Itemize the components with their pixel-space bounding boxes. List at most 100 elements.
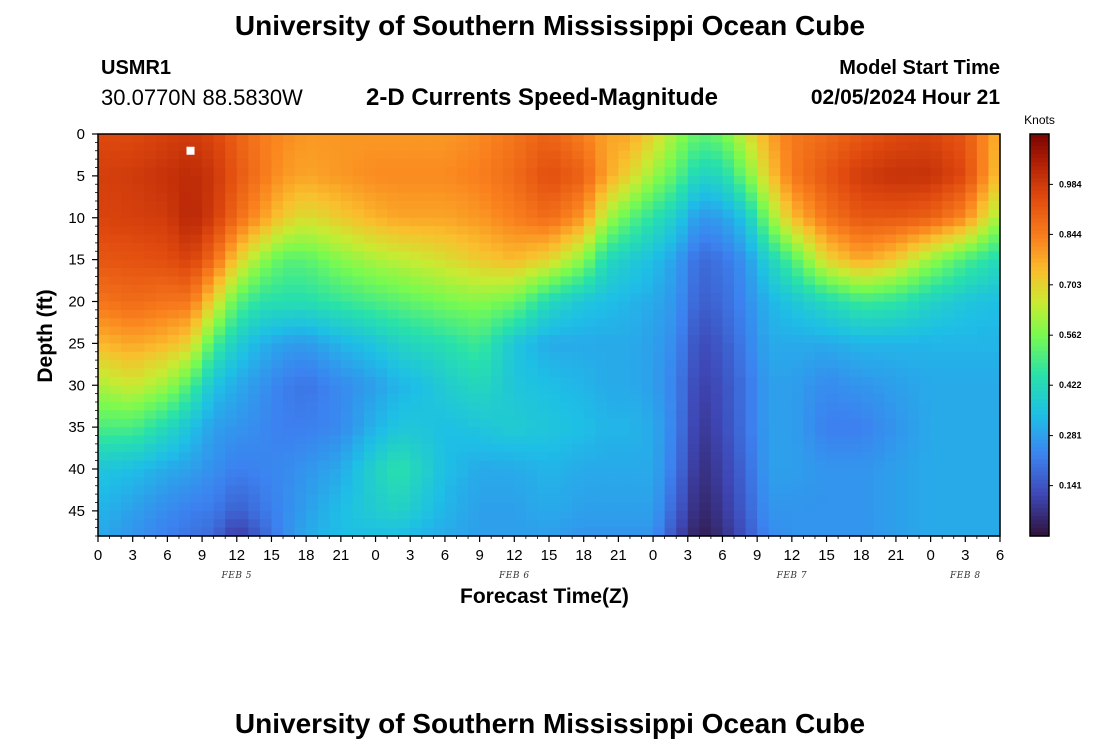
heatmap-cell <box>98 242 111 252</box>
heatmap-cell <box>190 201 203 210</box>
heatmap-cell <box>687 159 700 169</box>
heatmap-cell <box>155 251 168 261</box>
heatmap-cell <box>595 519 608 529</box>
heatmap-cell <box>167 142 180 152</box>
heatmap-cell <box>271 175 284 185</box>
heatmap-cell <box>410 251 423 261</box>
heatmap-cell <box>537 351 550 361</box>
heatmap-cell <box>202 485 215 495</box>
heatmap-cell <box>479 460 492 470</box>
heatmap-cell <box>722 502 735 512</box>
heatmap-cell <box>780 410 793 420</box>
heatmap-cell <box>549 527 562 537</box>
heatmap-cell <box>225 259 238 269</box>
heatmap-cell <box>664 510 677 520</box>
heatmap-cell <box>653 343 666 353</box>
heatmap-cell <box>919 427 932 437</box>
heatmap-cell <box>306 251 319 261</box>
heatmap-cell <box>167 184 180 194</box>
heatmap-cell <box>132 234 145 244</box>
heatmap-cell <box>468 443 481 453</box>
heatmap-cell <box>537 242 550 252</box>
heatmap-cell <box>317 469 330 478</box>
x-tick-label: 12 <box>228 547 245 564</box>
heatmap-cell <box>236 494 249 504</box>
heatmap-cell <box>98 469 111 478</box>
heatmap-cell <box>352 502 365 512</box>
heatmap-cell <box>468 519 481 529</box>
heatmap-cell <box>942 443 955 453</box>
heatmap-cell <box>525 435 539 445</box>
heatmap-cell <box>780 150 793 160</box>
heatmap-cell <box>502 385 515 395</box>
heatmap-cell <box>895 510 909 520</box>
heatmap-cell <box>537 335 550 344</box>
heatmap-cell <box>155 360 168 370</box>
heatmap-cell <box>838 402 851 411</box>
heatmap-cell <box>410 226 423 236</box>
heatmap-cell <box>248 485 261 495</box>
heatmap-cell <box>271 410 284 420</box>
heatmap-cell <box>953 485 966 495</box>
heatmap-cell <box>872 309 885 319</box>
heatmap-cell <box>907 435 920 445</box>
heatmap-cell <box>814 284 828 294</box>
heatmap-cell <box>109 284 122 294</box>
heatmap-cell <box>757 318 770 328</box>
heatmap-cell <box>780 192 793 202</box>
heatmap-cell <box>236 460 249 470</box>
heatmap-cell <box>595 452 608 462</box>
heatmap-cell <box>502 217 515 227</box>
heatmap-cell <box>745 527 758 537</box>
heatmap-cell <box>479 134 492 143</box>
heatmap-cell <box>618 435 631 445</box>
heatmap-cell <box>213 368 226 378</box>
heatmap-cell <box>745 402 758 411</box>
heatmap-cell <box>317 427 330 437</box>
heatmap-cell <box>768 443 781 453</box>
heatmap-cell <box>768 184 781 194</box>
heatmap-cell <box>664 142 677 152</box>
heatmap-cell <box>236 150 249 160</box>
heatmap-cell <box>259 351 273 361</box>
heatmap-cell <box>387 284 400 294</box>
heatmap-cell <box>791 234 805 244</box>
heatmap-cell <box>930 242 943 252</box>
heatmap-cell <box>942 435 955 445</box>
heatmap-cell <box>745 460 758 470</box>
heatmap-cell <box>329 150 342 160</box>
heatmap-cell <box>421 209 434 219</box>
heatmap-cell <box>225 443 238 453</box>
heatmap-cell <box>491 318 504 328</box>
heatmap-cell <box>745 201 758 210</box>
heatmap-cell <box>780 485 793 495</box>
heatmap-cell <box>456 427 469 437</box>
heatmap-cell <box>456 452 469 462</box>
heatmap-cell <box>572 393 585 403</box>
colorbar-segment <box>1030 455 1049 461</box>
heatmap-cell <box>965 469 978 478</box>
heatmap-cell <box>525 469 539 478</box>
heatmap-cell <box>942 217 955 227</box>
heatmap-cell <box>121 209 134 219</box>
heatmap-cell <box>595 402 608 411</box>
heatmap-cell <box>421 134 434 143</box>
heatmap-cell <box>294 452 307 462</box>
heatmap-cell <box>676 385 689 395</box>
colorbar-segment <box>1030 238 1049 244</box>
heatmap-cell <box>202 410 215 420</box>
heatmap-cell <box>803 427 816 437</box>
heatmap-cell <box>722 259 735 269</box>
heatmap-cell <box>514 427 527 437</box>
heatmap-cell <box>144 519 157 529</box>
heatmap-cell <box>514 410 527 420</box>
heatmap-cell <box>433 485 446 495</box>
heatmap-cell <box>294 443 307 453</box>
heatmap-cell <box>190 159 203 169</box>
heatmap-cell <box>444 376 458 386</box>
heatmap-cell <box>560 418 573 428</box>
heatmap-cell <box>629 284 643 294</box>
heatmap-cell <box>398 326 411 336</box>
heatmap-cell <box>468 485 481 495</box>
colorbar-segment <box>1030 246 1049 252</box>
